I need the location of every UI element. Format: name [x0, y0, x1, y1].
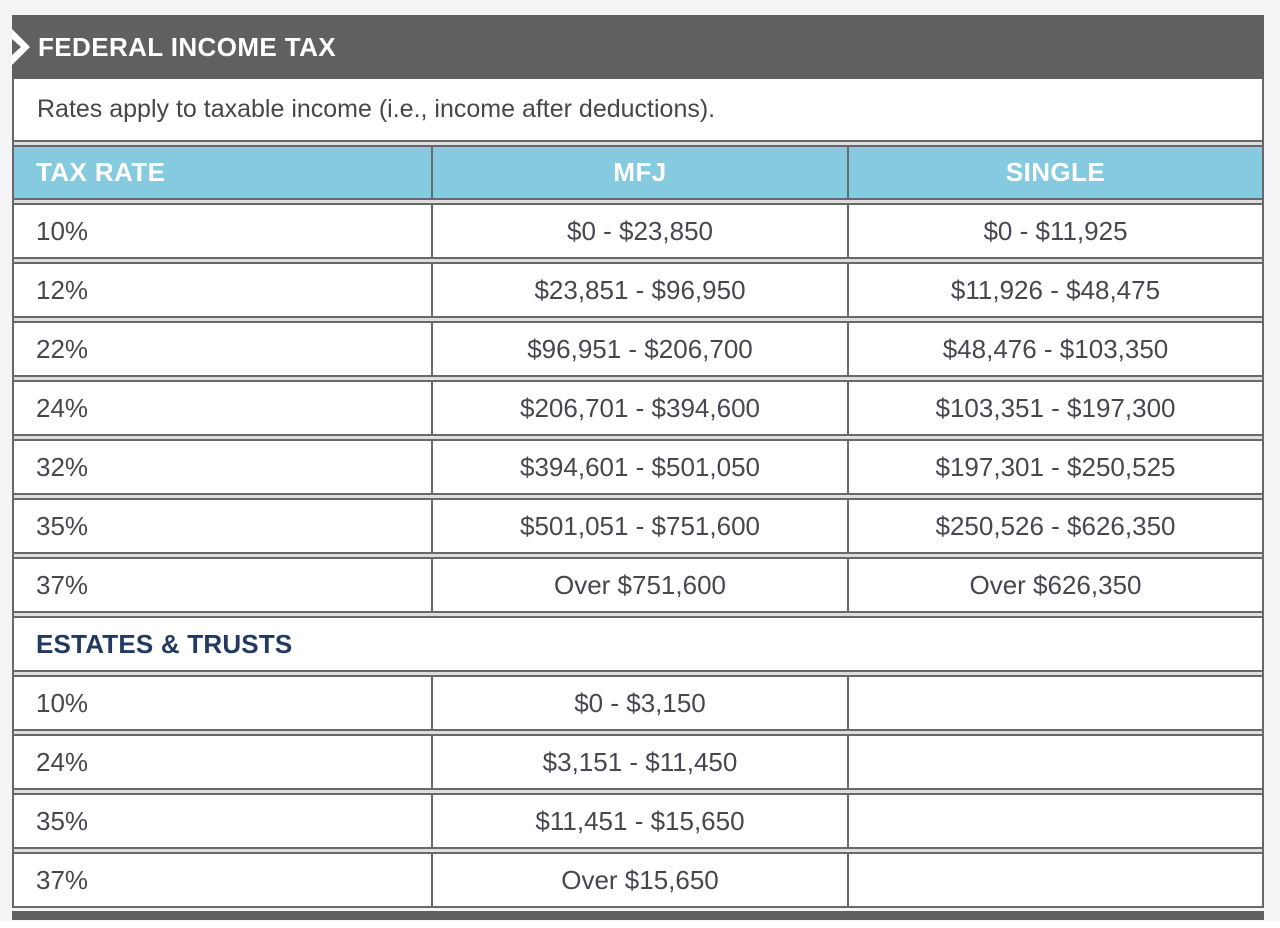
- single-range-cell: $0 - $11,925: [983, 215, 1128, 246]
- card-header: FEDERAL INCOME TAX: [12, 15, 1264, 79]
- mfj-range-cell: $0 - $23,850: [431, 205, 849, 257]
- mfj-range-cell: $11,451 - $15,650: [431, 795, 849, 847]
- column-header-mfj: MFJ: [431, 147, 849, 198]
- bracket-row: 35% $11,451 - $15,650: [14, 793, 1262, 849]
- column-header-single: SINGLE: [849, 147, 1262, 198]
- mfj-range-cell: $23,851 - $96,950: [431, 264, 849, 316]
- single-range-cell: Over $626,350: [969, 569, 1142, 600]
- single-range-cell: [849, 736, 1262, 788]
- tax-rate-cell: 24%: [36, 392, 89, 423]
- tax-rate-cell: 32%: [36, 451, 89, 482]
- bracket-row: 10% $0 - $23,850 $0 - $11,925: [14, 203, 1262, 259]
- tax-rate-cell: 10%: [36, 215, 89, 246]
- single-range-cell: $103,351 - $197,300: [935, 392, 1176, 423]
- tax-rate-cell: 12%: [36, 274, 89, 305]
- mfj-range-cell: Over $15,650: [431, 854, 849, 906]
- tax-table: Rates apply to taxable income (i.e., inc…: [12, 79, 1264, 908]
- single-range-cell: [849, 677, 1262, 729]
- bracket-row: 22% $96,951 - $206,700 $48,476 - $103,35…: [14, 321, 1262, 377]
- mfj-range-cell: $0 - $3,150: [431, 677, 849, 729]
- bracket-row: 10% $0 - $3,150: [14, 675, 1262, 731]
- single-range-cell: $48,476 - $103,350: [942, 333, 1169, 364]
- card-title: FEDERAL INCOME TAX: [38, 31, 337, 62]
- bottom-bar: [12, 911, 1264, 920]
- tax-rate-cell: 10%: [36, 687, 89, 718]
- tax-rate-cell: 24%: [36, 746, 89, 777]
- chevron-right-icon: [12, 29, 30, 65]
- bracket-row: 12% $23,851 - $96,950 $11,926 - $48,475: [14, 262, 1262, 318]
- column-header-tax-rate: TAX RATE: [14, 147, 431, 198]
- bracket-row: 37% Over $15,650: [14, 852, 1262, 908]
- tax-rate-cell: 35%: [36, 805, 89, 836]
- bracket-row: 37% Over $751,600 Over $626,350: [14, 557, 1262, 613]
- tax-rate-cell: 35%: [36, 510, 89, 541]
- bracket-row: 24% $206,701 - $394,600 $103,351 - $197,…: [14, 380, 1262, 436]
- bracket-row: 24% $3,151 - $11,450: [14, 734, 1262, 790]
- mfj-range-cell: $206,701 - $394,600: [431, 382, 849, 434]
- bracket-row: 32% $394,601 - $501,050 $197,301 - $250,…: [14, 439, 1262, 495]
- tax-rate-cell: 37%: [36, 569, 89, 600]
- estates-trusts-section-header: ESTATES & TRUSTS: [14, 616, 1262, 672]
- mfj-range-cell: Over $751,600: [431, 559, 849, 611]
- mfj-range-cell: $394,601 - $501,050: [431, 441, 849, 493]
- single-range-cell: $197,301 - $250,525: [935, 451, 1176, 482]
- single-range-cell: $11,926 - $48,475: [950, 274, 1161, 305]
- mfj-range-cell: $3,151 - $11,450: [431, 736, 849, 788]
- tax-rate-cell: 37%: [36, 864, 89, 895]
- estates-trusts-label: ESTATES & TRUSTS: [36, 628, 293, 659]
- tax-rate-cell: 22%: [36, 333, 89, 364]
- single-range-cell: $250,526 - $626,350: [935, 510, 1176, 541]
- mfj-range-cell: $96,951 - $206,700: [431, 323, 849, 375]
- single-range-cell: [849, 854, 1262, 906]
- single-range-cell: [849, 795, 1262, 847]
- tax-card: FEDERAL INCOME TAX Rates apply to taxabl…: [12, 15, 1264, 920]
- mfj-range-cell: $501,051 - $751,600: [431, 500, 849, 552]
- subtitle-row: Rates apply to taxable income (i.e., inc…: [14, 79, 1262, 142]
- column-header-row: TAX RATE MFJ SINGLE: [14, 145, 1262, 200]
- bracket-row: 35% $501,051 - $751,600 $250,526 - $626,…: [14, 498, 1262, 554]
- card-subtitle: Rates apply to taxable income (i.e., inc…: [37, 95, 716, 123]
